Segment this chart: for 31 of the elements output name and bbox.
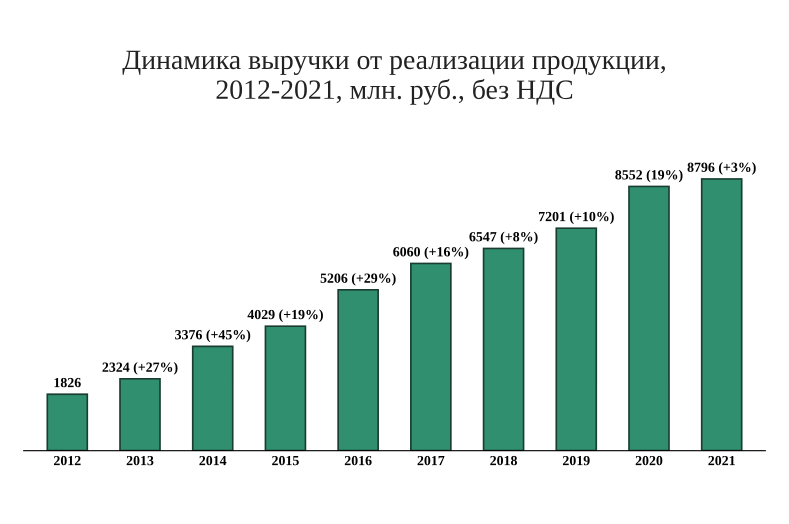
x-tick-label: 2015 (272, 456, 299, 466)
bar (555, 227, 598, 451)
x-tick-label: 2012 (54, 456, 81, 466)
x-tick-label: 2014 (199, 456, 226, 466)
bar (119, 378, 161, 451)
x-tick-label: 2020 (636, 456, 662, 466)
x-tick-label: 2021 (708, 456, 735, 466)
data-label: 8796 (+3%) (688, 162, 756, 175)
x-tick-label: 2013 (126, 456, 154, 466)
data-label: 7201 (+10%) (538, 211, 614, 224)
data-label: 5206 (+29%) (320, 273, 396, 286)
x-tick-label: 2016 (344, 456, 372, 466)
bar (337, 288, 379, 451)
data-label: 6060 (+16%) (393, 246, 468, 260)
data-label: 6547 (+8%) (469, 232, 538, 244)
bar (410, 262, 452, 451)
data-label: 2324 (+27%) (102, 362, 178, 375)
data-label: 4029 (+19%) (248, 309, 323, 322)
bar (46, 393, 88, 451)
data-label: 8552 (19%) (615, 170, 683, 182)
bar (482, 248, 524, 451)
data-label: 3376 (+45%) (175, 330, 250, 342)
bar (700, 178, 743, 451)
x-tick-label: 2017 (418, 456, 444, 466)
chart-title: Динамика выручки от реализации продукции, 2012-2021, млн. руб., без НДС (122, 50, 665, 105)
x-tick-label: 2019 (562, 456, 590, 466)
data-label: 1826 (54, 378, 81, 388)
bar (628, 186, 670, 451)
x-tick-label: 2018 (490, 456, 517, 466)
bar (264, 325, 306, 451)
bar (192, 346, 234, 451)
